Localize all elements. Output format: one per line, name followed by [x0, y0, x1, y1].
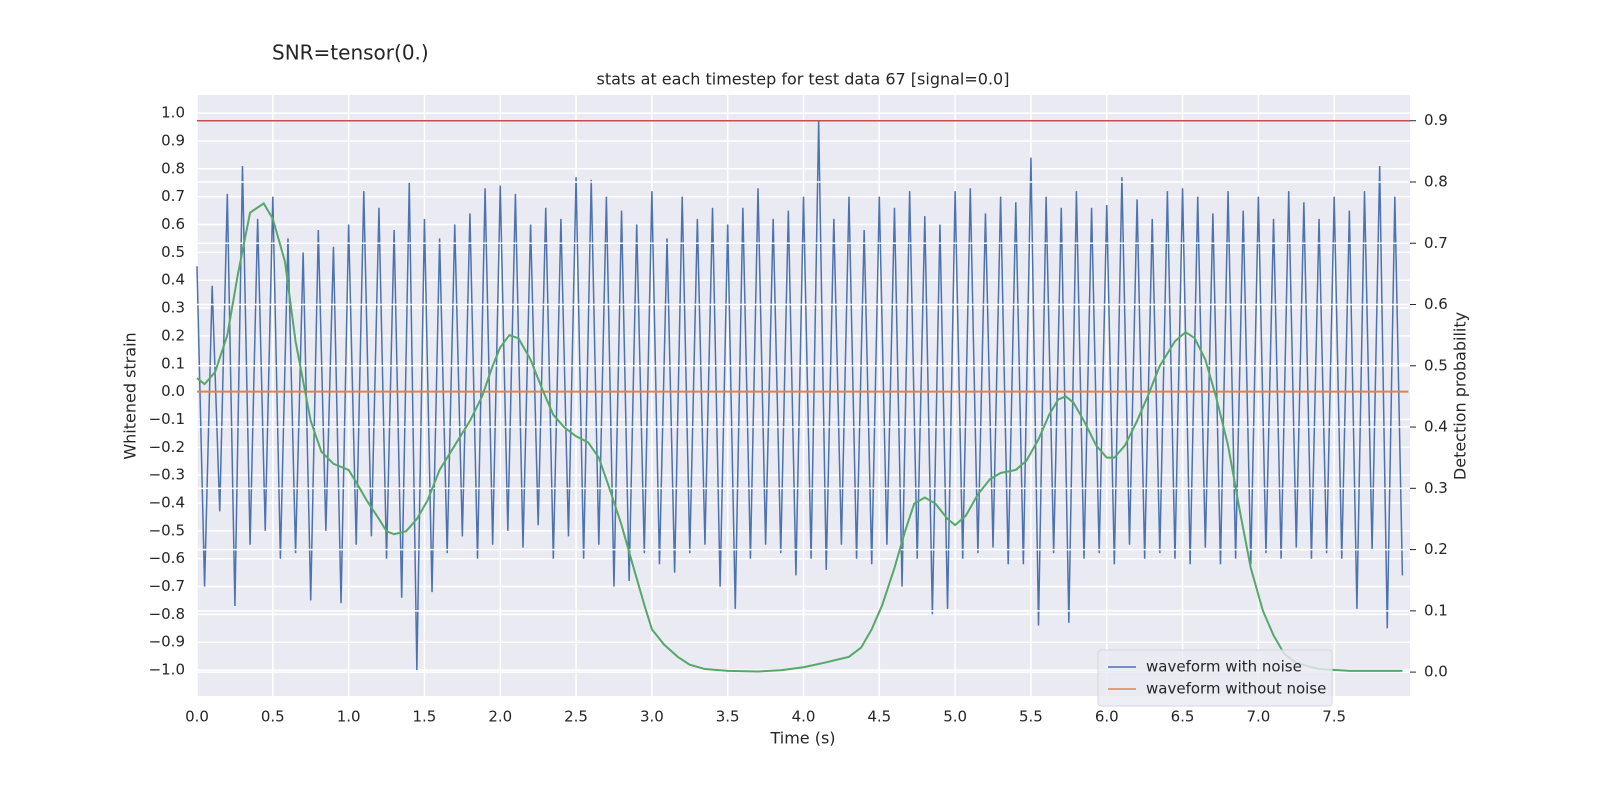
y2-tick-label: 0.1	[1424, 601, 1448, 619]
y-tick-label: 0.2	[161, 326, 185, 344]
y2-axis-label: Detection probability	[1451, 312, 1470, 480]
y-tick-label: −1.0	[149, 661, 185, 679]
y2-tick-label: 0.3	[1424, 479, 1448, 497]
x-tick-label: 2.0	[488, 708, 512, 726]
x-tick-label: 3.0	[640, 708, 664, 726]
x-tick-label: 6.5	[1171, 708, 1195, 726]
x-tick-label: 5.0	[943, 708, 967, 726]
y-tick-label: 0.7	[161, 187, 185, 205]
y-tick-label: 1.0	[161, 104, 185, 122]
y2-tick-label: 0.5	[1424, 356, 1448, 374]
y-tick-label: 0.8	[161, 159, 185, 177]
y-tick-label: 0.5	[161, 243, 185, 261]
x-tick-label: 5.5	[1019, 708, 1043, 726]
y2-tick-label: 0.8	[1424, 172, 1448, 190]
y2-tick-label: 0.4	[1424, 418, 1448, 436]
y2-tick-label: 0.0	[1424, 663, 1448, 681]
chart-title: stats at each timestep for test data 67 …	[597, 70, 1010, 89]
x-tick-label: 4.5	[867, 708, 891, 726]
y-tick-label: −0.7	[149, 577, 185, 595]
x-tick-label: 7.5	[1322, 708, 1346, 726]
legend-label: waveform without noise	[1146, 680, 1326, 698]
y-axis-label: Whitened strain	[121, 332, 140, 459]
x-axis-label: Time (s)	[769, 729, 835, 748]
y-tick-label: 0.1	[161, 354, 185, 372]
y2-tick-label: 0.9	[1424, 111, 1448, 129]
x-tick-label: 1.0	[337, 708, 361, 726]
y2-tick-label: 0.7	[1424, 234, 1448, 252]
x-tick-label: 1.5	[413, 708, 437, 726]
legend-box	[1097, 649, 1333, 707]
y2-tick-label: 0.6	[1424, 295, 1448, 313]
y-tick-label: −0.8	[149, 605, 185, 623]
y-tick-label: 0.3	[161, 299, 185, 317]
y-tick-label: −0.5	[149, 521, 185, 539]
series-line	[196, 121, 1404, 671]
series-line	[196, 202, 1403, 673]
y-tick-label: −0.4	[149, 494, 185, 512]
y-tick-label: 0.9	[161, 131, 185, 149]
y-tick-label: −0.3	[149, 466, 185, 484]
legend-label: waveform with noise	[1146, 658, 1302, 676]
y-tick-label: −0.2	[149, 438, 185, 456]
x-tick-label: 0.5	[261, 708, 285, 726]
y-tick-label: −0.9	[149, 633, 185, 651]
heading: SNR=tensor(0.)	[272, 41, 429, 65]
y-tick-label: 0.4	[161, 271, 185, 289]
y-tick-label: 0.0	[161, 382, 185, 400]
x-tick-label: 0.0	[185, 708, 209, 726]
x-tick-label: 7.0	[1246, 708, 1270, 726]
x-tick-label: 6.0	[1095, 708, 1119, 726]
x-tick-label: 3.5	[716, 708, 740, 726]
x-tick-label: 2.5	[564, 708, 588, 726]
x-tick-label: 4.0	[792, 708, 816, 726]
y2-tick-label: 0.2	[1424, 540, 1448, 558]
y-tick-label: 0.6	[161, 215, 185, 233]
y-tick-label: −0.6	[149, 549, 185, 567]
y-tick-label: −0.1	[149, 410, 185, 428]
